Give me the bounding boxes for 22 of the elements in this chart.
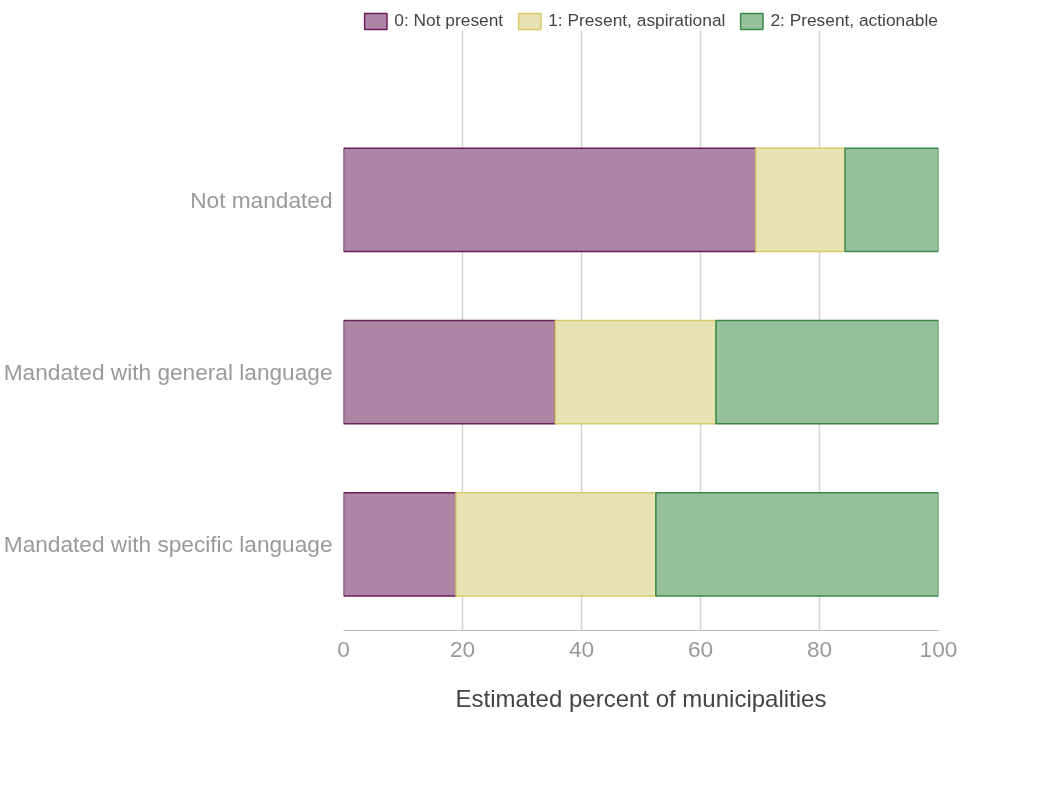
bar: [554, 319, 717, 425]
x-tick-label: 40: [568, 635, 595, 662]
x-axis-title: Estimated percent of municipalities: [455, 684, 827, 712]
x-tick-label: 20: [449, 635, 476, 662]
bar: [755, 147, 846, 253]
bar: [343, 147, 757, 253]
bar: [844, 147, 939, 253]
y-tick-label: Mandated with specific language: [3, 531, 333, 558]
legend-label: 1: Present, aspirational: [548, 10, 726, 31]
bar: [455, 491, 657, 597]
x-tick-label: 60: [687, 635, 714, 662]
legend-label: 2: Present, actionable: [770, 10, 938, 31]
bar: [343, 491, 457, 597]
bar: [655, 491, 939, 597]
bar: [715, 319, 939, 425]
y-tick-label: Mandated with general language: [3, 359, 333, 386]
bar: [343, 319, 557, 425]
x-tick-label: 0: [337, 635, 350, 662]
x-tick-label: 100: [919, 635, 958, 662]
x-tick-label: 80: [806, 635, 833, 662]
legend-label: 0: Not present: [394, 10, 504, 31]
y-tick-label: Not mandated: [190, 186, 333, 213]
